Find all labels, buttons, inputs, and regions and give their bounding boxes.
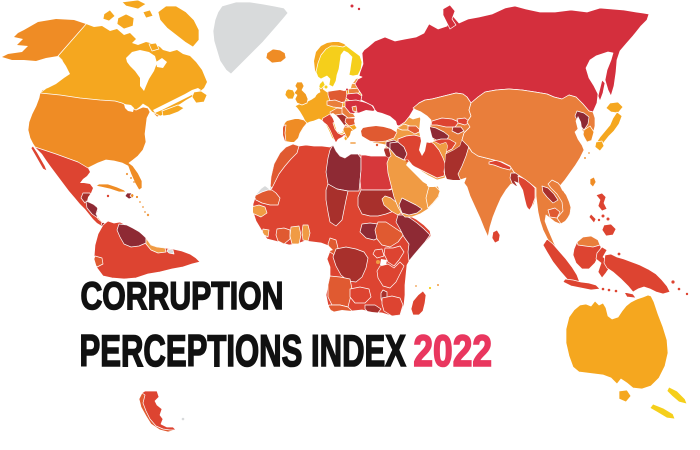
svg-text:CORRUPTION: CORRUPTION [81, 275, 284, 318]
svg-text:PERCEPTIONS INDEX: PERCEPTIONS INDEX [80, 327, 407, 376]
svg-text:2022: 2022 [413, 327, 492, 376]
